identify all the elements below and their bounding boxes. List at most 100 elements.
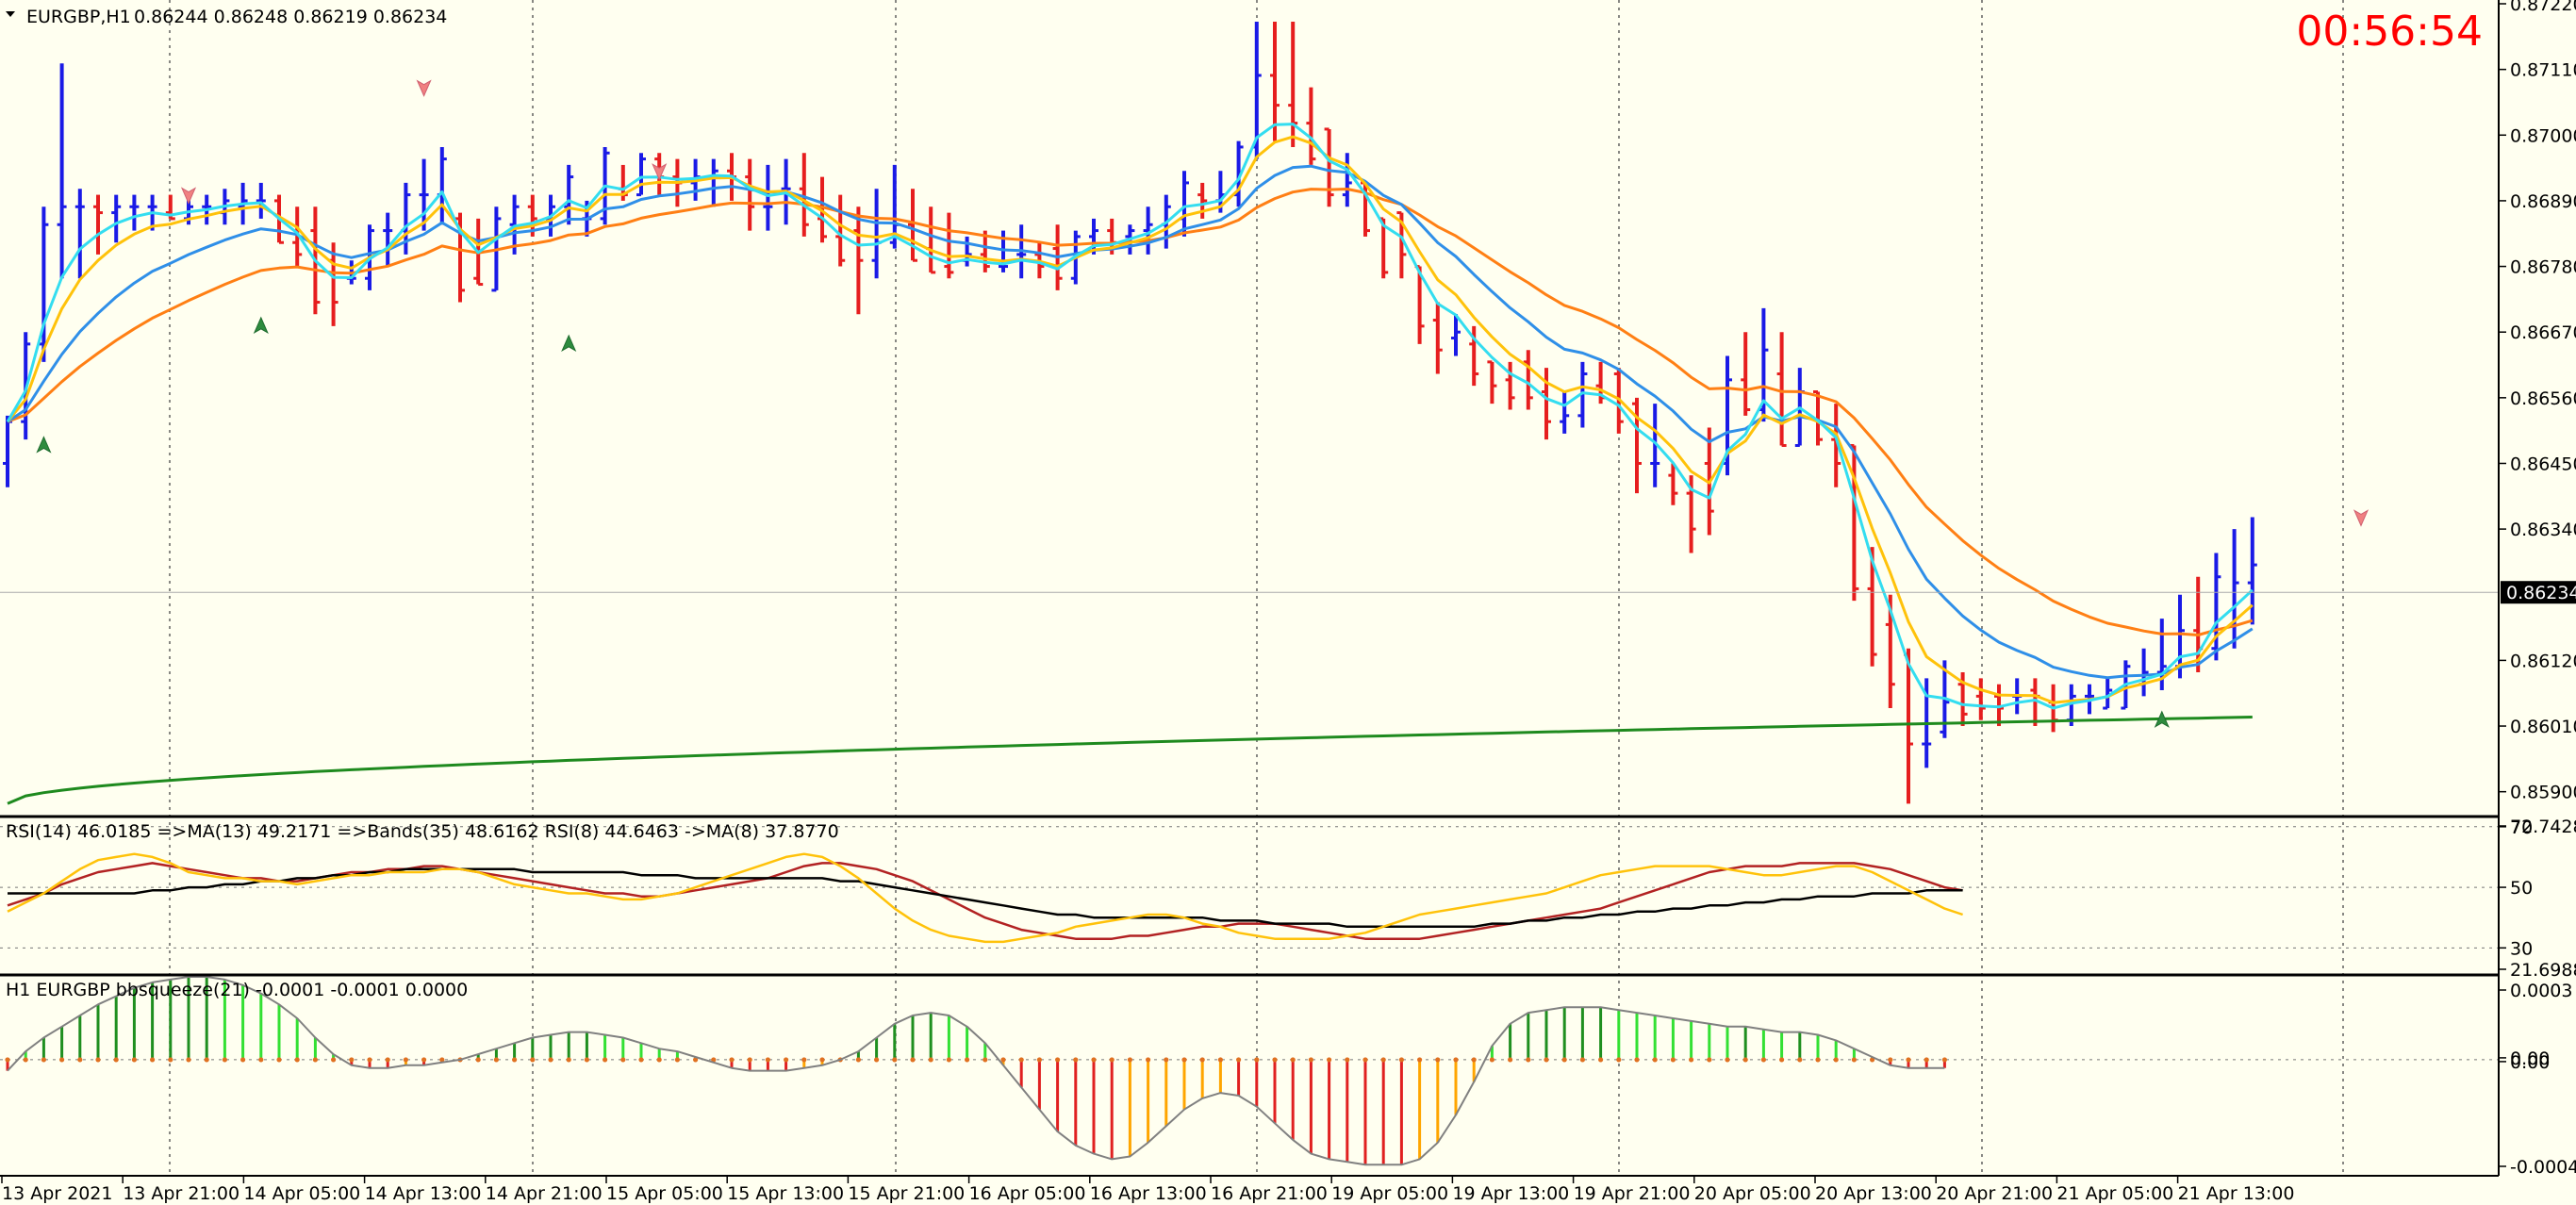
price-bar <box>1342 153 1352 207</box>
squeeze-dot <box>222 1057 227 1063</box>
squeeze-dot <box>1815 1057 1821 1063</box>
rsi-panel[interactable] <box>0 826 2499 949</box>
price-bar <box>564 164 574 225</box>
price-bar <box>1270 21 1280 141</box>
rsi-tick-label: 30 <box>2510 938 2533 959</box>
squeeze-dot <box>693 1057 699 1063</box>
time-tick-label: 19 Apr 05:00 <box>1331 1183 1448 1204</box>
price-bar <box>2103 678 2113 710</box>
sell-arrow-icon <box>2353 509 2370 527</box>
squeeze-dot <box>1906 1057 1911 1063</box>
squeeze-dot <box>475 1057 481 1063</box>
price-bar <box>1632 397 1642 494</box>
squeeze-dot <box>385 1057 390 1063</box>
squeeze-dot <box>1435 1057 1441 1063</box>
squeeze-dot <box>150 1057 156 1063</box>
squeeze-dot <box>1146 1057 1151 1063</box>
price-bar <box>908 189 917 262</box>
squeeze-dot <box>1036 1057 1042 1063</box>
squeeze-dot <box>1272 1057 1278 1063</box>
squeeze-dot <box>1833 1057 1839 1063</box>
squeeze-dot <box>1526 1057 1531 1063</box>
buy-arrow-icon <box>253 316 269 335</box>
squeeze-dot <box>1508 1057 1513 1063</box>
time-tick-label: 15 Apr 21:00 <box>848 1183 965 1204</box>
squeeze-dot <box>638 1057 644 1063</box>
squeeze-dot <box>59 1057 65 1063</box>
squeeze-dot <box>747 1057 752 1063</box>
price-bar <box>1487 360 1497 404</box>
buy-arrow-icon <box>2154 710 2170 728</box>
squeeze-dot <box>1797 1057 1803 1063</box>
squeeze-dot <box>965 1057 970 1063</box>
squeeze-outline <box>7 976 1945 1166</box>
squeeze-dot <box>765 1057 771 1063</box>
squeeze-dot <box>1760 1057 1766 1063</box>
squeeze-dot <box>331 1057 337 1063</box>
time-tick-label: 16 Apr 13:00 <box>1090 1183 1207 1204</box>
price-bar <box>292 206 303 267</box>
rsi-tick-label: 50 <box>2510 878 2533 899</box>
squeeze-dot <box>1199 1057 1205 1063</box>
rsi-tick-label: 21.6988 <box>2510 960 2576 981</box>
squeeze-dot <box>1327 1057 1332 1063</box>
price-bar <box>1975 678 1986 720</box>
price-bar <box>636 153 646 197</box>
price-bar <box>1867 547 1877 667</box>
bbsqueeze-panel[interactable] <box>0 976 2499 1166</box>
squeeze-dot <box>95 1057 101 1063</box>
time-tick-label: 20 Apr 05:00 <box>1694 1183 1811 1204</box>
time-tick-label: 15 Apr 13:00 <box>727 1183 844 1204</box>
squeeze-dot <box>1000 1057 1006 1063</box>
squeeze-dot <box>1127 1057 1132 1063</box>
squeeze-dot <box>5 1057 10 1063</box>
squeeze-tick-label: -0.0004 <box>2510 1157 2576 1178</box>
price-bar <box>111 194 122 243</box>
squeeze-dot <box>1091 1057 1097 1063</box>
squeeze-dot <box>1652 1057 1658 1063</box>
squeeze-dot <box>1725 1057 1730 1063</box>
price-bar <box>1324 127 1334 207</box>
rsi-tick-label: 70 <box>2510 817 2533 838</box>
window-menu-icon[interactable] <box>6 11 15 17</box>
price-bar <box>853 206 864 315</box>
price-bar <box>1523 350 1533 410</box>
squeeze-dot <box>1544 1057 1549 1063</box>
squeeze-dot <box>1888 1057 1893 1063</box>
buy-arrow-icon <box>36 436 52 454</box>
squeeze-dot <box>729 1057 735 1063</box>
squeeze-dot <box>584 1057 590 1063</box>
price-bar <box>129 194 140 231</box>
price-bar <box>2211 553 2221 661</box>
price-bar <box>1469 325 1479 387</box>
squeeze-dot <box>168 1057 173 1063</box>
squeeze-dot <box>1290 1057 1296 1063</box>
main-price-panel[interactable] <box>0 21 2499 805</box>
time-tick-label: 16 Apr 05:00 <box>969 1183 1086 1204</box>
squeeze-dot <box>1561 1057 1567 1063</box>
squeeze-dot <box>41 1057 47 1063</box>
squeeze-dot <box>367 1057 372 1063</box>
squeeze-dot <box>1598 1057 1604 1063</box>
price-bar <box>1776 332 1787 447</box>
price-bar <box>1577 361 1588 428</box>
time-tick-label: 14 Apr 21:00 <box>486 1183 603 1204</box>
squeeze-dot <box>910 1057 916 1063</box>
sell-arrow-icon <box>416 79 432 97</box>
squeeze-dot <box>512 1057 518 1063</box>
time-axis: 13 Apr 2021 13 Apr 21:00 14 Apr 05:00 14 Ap… <box>1 1176 2294 1204</box>
squeeze-dot <box>530 1057 536 1063</box>
price-bar <box>93 194 103 255</box>
time-tick-label: 19 Apr 13:00 <box>1452 1183 1569 1204</box>
buy-arrow-icon <box>561 334 577 353</box>
rsi-ma-line <box>8 867 1963 929</box>
price-bar <box>1089 218 1098 255</box>
time-tick-label: 20 Apr 21:00 <box>1936 1183 2053 1204</box>
price-bar <box>1650 404 1660 487</box>
squeeze-dot <box>421 1057 427 1063</box>
squeeze-dot <box>1707 1057 1712 1063</box>
